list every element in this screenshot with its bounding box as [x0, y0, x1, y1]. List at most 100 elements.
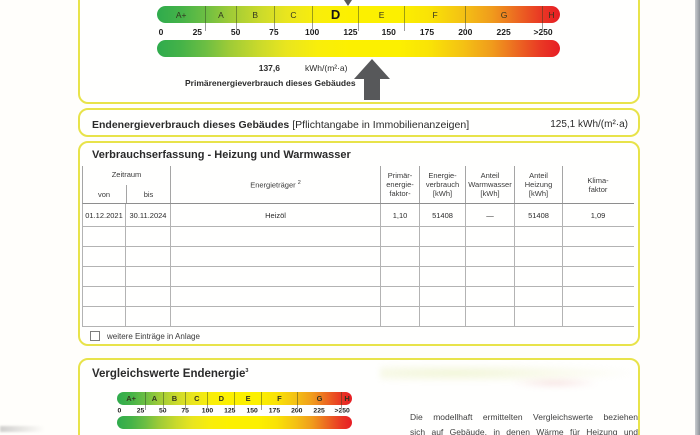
table-cell: [466, 227, 515, 246]
consumption-section: Verbrauchserfassung - Heizung und Warmwa…: [78, 141, 640, 346]
header-von: von: [97, 189, 111, 199]
table-row: 01.12.2021 30.11.2024 Heizöl 1,10 51408—5140…: [82, 204, 634, 227]
header-klimafaktor: Klima- faktor: [587, 175, 609, 194]
endenergie-note: [Pflichtangabe in Immobilienanzeigen]: [292, 118, 470, 131]
scale-tick-label: 225: [496, 26, 511, 37]
scale-tick-row: 0 25 50 75 100 125 150 175 200 225 >250: [117, 405, 352, 416]
table-cell: [126, 267, 171, 286]
scan-bleedthrough-artifact: [510, 378, 600, 388]
scale-tick-label: 125: [224, 407, 236, 414]
table-cell: [420, 227, 466, 246]
energy-class-f: F: [404, 6, 465, 23]
table-cell: [381, 267, 420, 286]
table-cell: 51408: [515, 204, 563, 226]
table-cell: [466, 307, 515, 326]
table-cell: [515, 307, 563, 326]
scan-edge-artifact: [695, 0, 700, 435]
scale-tick-label: >250: [334, 407, 350, 414]
header-zeitraum: Zeitraum von bis: [83, 166, 171, 203]
scale-tick-label: 75: [181, 407, 189, 414]
scale-boundary-tick: [234, 405, 236, 410]
endenergy-marker-arrow-icon: [340, 0, 356, 6]
scale-tick-label: 75: [269, 26, 279, 37]
table-cell: [171, 287, 381, 306]
header-anteil-heizung: Anteil Heizung [kWh]: [515, 166, 563, 203]
scale-tick-label: 0: [117, 407, 122, 414]
table-cell: [563, 287, 633, 306]
table-cell: [83, 247, 126, 266]
table-cell: [563, 227, 633, 246]
energy-class-c: C: [185, 392, 207, 405]
comparison-text-line: Die modellhaft ermittelten Vergleichswer…: [410, 412, 638, 422]
energy-class-g: G: [296, 392, 342, 405]
table-cell: [381, 307, 420, 326]
scale-boundary-tick: [273, 23, 275, 31]
table-body: 01.12.2021 30.11.2024 Heizöl 1,10 51408—5140…: [82, 204, 634, 327]
energy-class-b: B: [162, 392, 185, 405]
checkbox-label: weitere Einträge in Anlage: [107, 331, 200, 341]
table-cell: [515, 247, 563, 266]
scale-tick-label: 50: [230, 26, 241, 37]
checkbox-icon: [90, 331, 100, 341]
scale-boundary-tick: [541, 23, 543, 31]
scale-tick-label: 25: [136, 407, 145, 414]
energy-class-h: H: [341, 392, 352, 405]
table-cell: [420, 247, 466, 266]
header-bis: bis: [125, 185, 171, 203]
scale-tick-label: 200: [291, 407, 303, 414]
table-cell: 51408: [420, 204, 466, 226]
table-cell: 01.12.2021: [83, 204, 126, 226]
comparison-section: Vergleichswerte Endenergie3 A+ A B C D E F G H 0…: [78, 358, 640, 435]
scale-tick-label: >250: [533, 26, 553, 37]
table-cell: [381, 227, 420, 246]
table-cell: 30.11.2024: [126, 204, 171, 226]
scan-corner-artifact: [0, 426, 45, 432]
table-cell: [83, 287, 126, 306]
scale-boundary-tick: [162, 405, 164, 410]
table-cell: [381, 247, 420, 266]
energy-class-h: H: [541, 6, 560, 23]
table-cell: [563, 267, 633, 286]
header-energietraeger: Energieträger 2: [171, 166, 381, 203]
scale-tick-label: 200: [458, 26, 473, 37]
table-cell: [126, 287, 171, 306]
primary-energy-unit: kWh/(m²·a): [305, 63, 348, 73]
table-cell: [171, 267, 381, 286]
table-cell: [466, 247, 515, 266]
primary-energy-label: Primärenergieverbrauch dieses Gebäudes: [185, 78, 356, 88]
scale-boundary-tick: [465, 23, 467, 31]
energy-class-band: A+ A B C D E F G H: [117, 392, 352, 405]
table-cell: 1,09: [590, 210, 606, 220]
table-cell: [171, 227, 381, 246]
table-cell: [420, 287, 466, 306]
table-cell: [515, 227, 563, 246]
table-cell: —: [466, 204, 515, 226]
scale-boundary-tick: [341, 405, 343, 410]
table-cell: [126, 227, 171, 246]
table-cell: [420, 307, 466, 326]
table-cell: [83, 267, 126, 286]
energy-class-a: A: [205, 6, 235, 23]
scale-tick-label: 150: [381, 26, 396, 37]
table-header: Zeitraum von bis Energieträger 2 Primär-…: [82, 166, 634, 204]
scale-boundary-tick: [404, 23, 406, 31]
table-cell: [515, 287, 563, 306]
table-cell: [515, 267, 563, 286]
comparison-text-line: sich auf Gebäude, in denen Wärme für Hei…: [410, 427, 638, 435]
scale-tick-label: 25: [192, 26, 203, 37]
table-cell: [563, 247, 633, 266]
comparison-title: Vergleichswerte Endenergie3: [92, 368, 249, 380]
energy-class-f: F: [261, 392, 297, 405]
scale-boundary-tick: [312, 23, 314, 31]
scale-tick-label: 175: [268, 407, 281, 414]
scale-boundary-tick: [296, 405, 298, 410]
energy-class-band: A+ A B C D E F G H: [157, 6, 560, 23]
table-row: [82, 287, 634, 307]
scale-boundary-tick: [235, 23, 237, 31]
scale-boundary-tick: [358, 23, 360, 31]
energy-class-a+: A+: [175, 9, 187, 20]
energy-class-a: A: [145, 392, 163, 405]
table-cell: [171, 247, 381, 266]
energy-class-a+: A+: [126, 394, 136, 403]
